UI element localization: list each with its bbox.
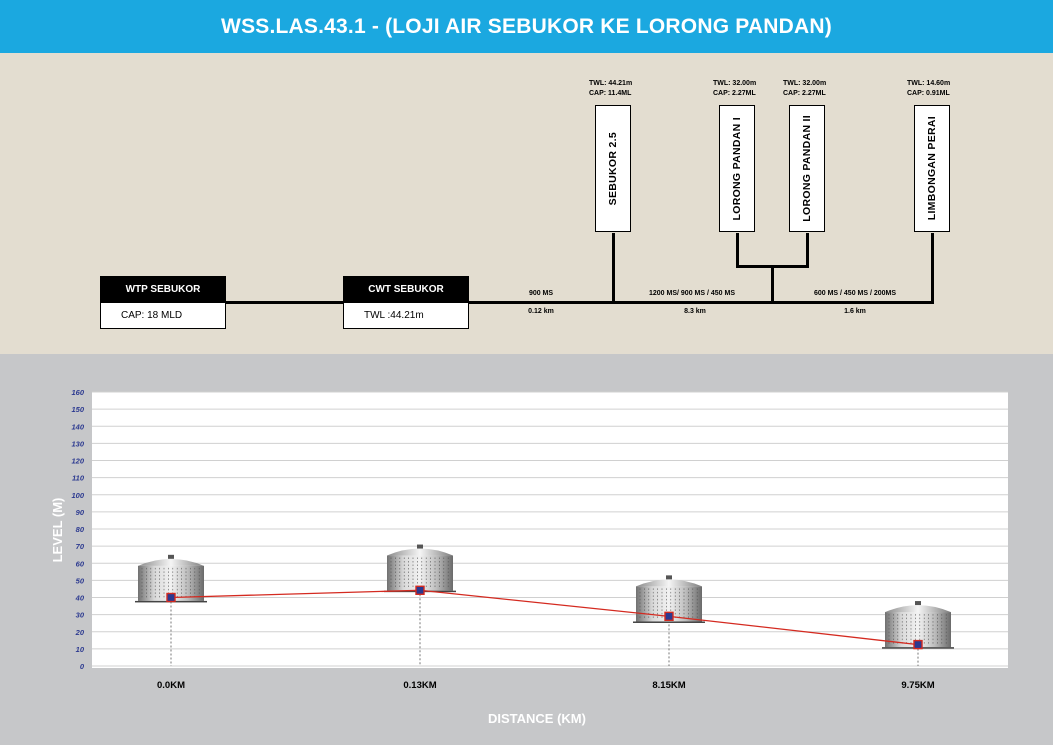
pipe-spec: 900 MS — [528, 290, 554, 297]
tank-info-lorong-pandan-ii: TWL: 32.00m CAP: 2.27ML — [783, 79, 826, 99]
cwt-name: CWT SEBUKOR — [344, 277, 468, 303]
page-title: WSS.LAS.43.1 - (LOJI AIR SEBUKOR KE LORO… — [221, 14, 832, 38]
tank-lorong-pandan-ii: LORONG PANDAN II — [789, 105, 825, 232]
tank-sebukor: SEBUKOR 2.5 — [595, 105, 631, 232]
y-axis-label: LEVEL (M) — [50, 498, 65, 563]
x-tick-label: 9.75KM — [901, 680, 934, 691]
riser-lorong-pandan-i — [736, 233, 739, 268]
data-point — [913, 639, 923, 650]
main-pipe — [225, 301, 934, 304]
elevation-chart: 0 10 20 30 40 50 60 70 80 90 100 110 120 130 140 150 160… — [50, 388, 1008, 726]
tank-twl: TWL: 14.60m — [907, 80, 951, 87]
tank-cap: CAP: 11.4ML — [589, 90, 632, 97]
tank-info-sebukor: TWL: 44.21m CAP: 11.4ML — [589, 79, 632, 99]
x-tick-label: 0.13KM — [403, 680, 436, 691]
y-tick-label: 0 — [80, 662, 85, 671]
schematic-panel: WTP SEBUKOR CAP: 18 MLD CWT SEBUKOR TWL … — [0, 53, 1053, 354]
tank-cap: CAP: 2.27ML — [713, 90, 756, 97]
pipe-length: 8.3 km — [684, 308, 706, 315]
riser-lorong-pandan — [771, 266, 774, 302]
tank-limbongan-perai: LIMBONGAN PERAI — [914, 105, 950, 232]
tank-cap: CAP: 2.27ML — [783, 90, 826, 97]
y-tick-label: 100 — [71, 491, 84, 500]
y-tick-label: 60 — [76, 559, 85, 568]
branch-lorong-pandan — [736, 265, 809, 268]
tank-cap: CAP: 0.91ML — [907, 90, 950, 97]
data-point — [166, 592, 176, 603]
x-tick-label: 0.0KM — [157, 680, 185, 691]
y-tick-label: 130 — [71, 439, 84, 448]
riser-sebukor — [612, 233, 615, 302]
y-tick-label: 30 — [76, 611, 85, 620]
y-tick-label: 140 — [71, 422, 84, 431]
tank-info-limbongan-perai: TWL: 14.60m CAP: 0.91ML — [907, 79, 950, 99]
tank-twl: TWL: 32.00m — [783, 80, 827, 87]
x-axis-label: DISTANCE (KM) — [488, 711, 586, 726]
tank-name: LIMBONGAN PERAI — [926, 116, 938, 221]
tank-name: LORONG PANDAN II — [801, 115, 813, 222]
data-point — [415, 585, 425, 595]
pipe-spec: 1200 MS/ 900 MS / 450 MS — [649, 290, 735, 297]
cwt-twl: TWL :44.21m — [364, 310, 424, 321]
y-tick-label: 80 — [76, 525, 85, 534]
riser-limbongan — [931, 233, 934, 304]
y-tick-label: 20 — [75, 628, 85, 637]
data-point — [664, 611, 674, 622]
cwt-node: CWT SEBUKOR TWL :44.21m — [343, 276, 469, 329]
y-tick-label: 10 — [76, 645, 85, 654]
plot-area — [92, 392, 1008, 668]
y-tick-label: 70 — [76, 542, 85, 551]
tank-twl: TWL: 32.00m — [713, 80, 757, 87]
tank-twl: TWL: 44.21m — [589, 80, 633, 87]
y-tick-label: 110 — [72, 474, 85, 483]
tank-name: LORONG PANDAN I — [731, 116, 743, 221]
y-tick-label: 40 — [75, 594, 85, 603]
header-bar: WSS.LAS.43.1 - (LOJI AIR SEBUKOR KE LORO… — [0, 0, 1053, 53]
pipe-length: 1.6 km — [844, 308, 866, 315]
y-tick-label: 90 — [76, 508, 85, 517]
x-tick-label: 8.15KM — [652, 680, 685, 691]
tank-info-lorong-pandan-i: TWL: 32.00m CAP: 2.27ML — [713, 79, 756, 99]
riser-lorong-pandan-ii — [806, 233, 809, 268]
wtp-capacity: CAP: 18 MLD — [121, 310, 183, 321]
tank-lorong-pandan-i: LORONG PANDAN I — [719, 105, 755, 232]
tank-name: SEBUKOR 2.5 — [607, 131, 619, 206]
wtp-name: WTP SEBUKOR — [101, 277, 225, 303]
y-tick-label: 120 — [71, 457, 84, 466]
pipe-spec: 600 MS / 450 MS / 200MS — [813, 290, 897, 297]
level-line — [170, 589, 919, 646]
pipe-length: 0.12 km — [528, 308, 554, 315]
y-tick-label: 150 — [71, 405, 84, 414]
chart-panel: 0 10 20 30 40 50 60 70 80 90 100 110 120 130 140 150 160… — [0, 354, 1053, 745]
y-tick-label: 160 — [71, 388, 84, 397]
y-tick-label: 50 — [76, 576, 85, 585]
wtp-node: WTP SEBUKOR CAP: 18 MLD — [100, 276, 226, 329]
